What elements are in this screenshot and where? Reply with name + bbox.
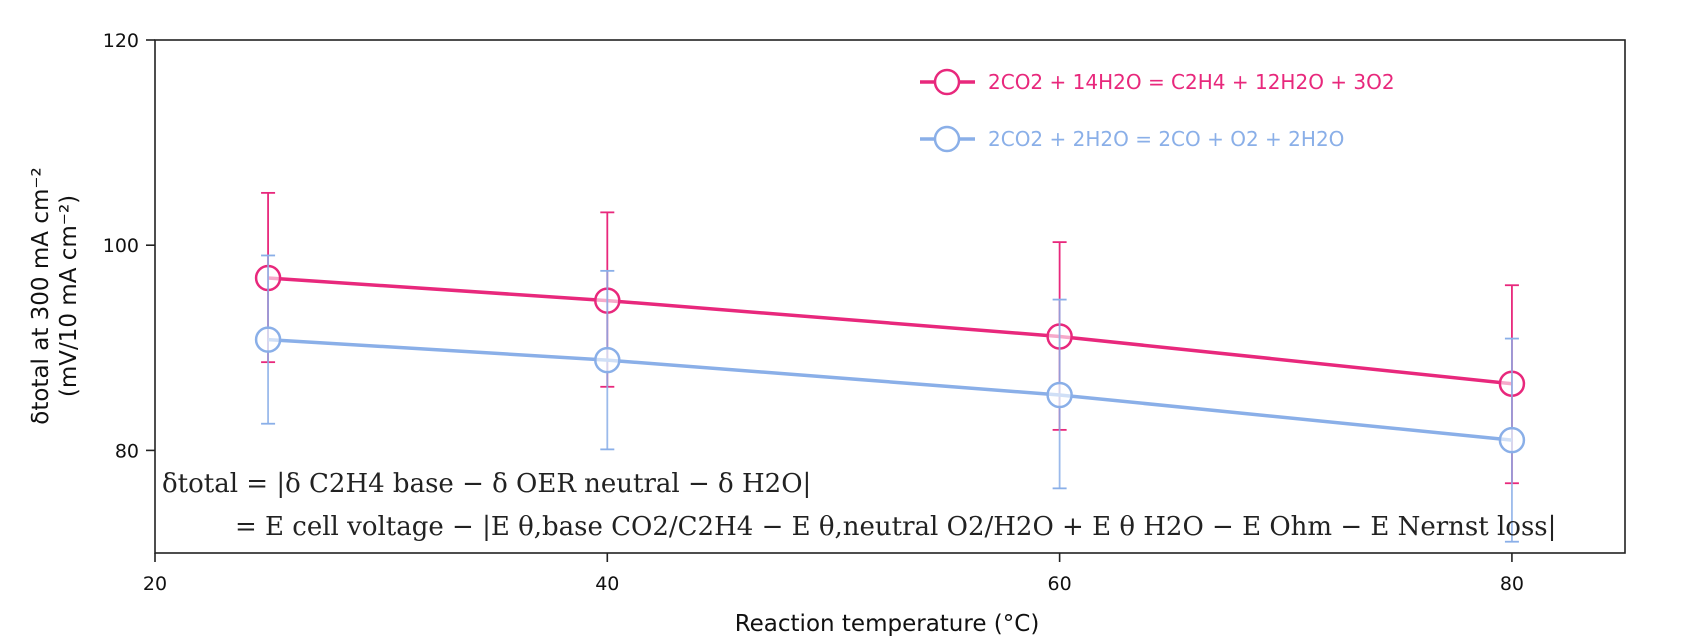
x-axis-ticks: 20 40 60 80 [143,553,1524,595]
plot-frame [154,39,1626,554]
equation-line2: = E cell voltage − |E θ,base CO2/C2H4 − … [235,512,1556,542]
series-c2h4 [254,191,1526,485]
series-layer [254,191,1526,543]
series-line [267,337,1513,442]
legend-swatch-co-marker [933,125,961,153]
data-point [1498,426,1526,454]
legend-label-co: 2CO2 + 2H2O = 2CO + O2 + 2H2O [988,127,1344,151]
x-tick-label: 40 [595,573,619,595]
legend: 2CO2 + 14H2O = C2H4 + 12H2O + 3O2 2CO2 +… [920,68,1395,153]
equation-line1: δtotal = |δ C2H4 base − δ OER neutral − … [162,469,811,499]
data-point [594,346,621,374]
legend-item-c2h4: 2CO2 + 14H2O = C2H4 + 12H2O + 3O2 [920,68,1395,96]
y-axis-title-line2: (mV/10 mA cm⁻²) [56,195,82,397]
series-line [267,276,1513,386]
legend-swatch-c2h4-marker [933,68,961,96]
x-tick-label: 80 [1500,573,1524,595]
x-tick-label: 20 [143,573,167,595]
y-tick-label: 120 [103,30,139,52]
data-point [1046,381,1073,409]
y-axis-title: δtotal at 300 mA cm⁻² (mV/10 mA cm⁻²) [28,167,82,424]
y-axis-title-line1: δtotal at 300 mA cm⁻² [28,167,54,424]
x-tick-label: 60 [1048,573,1072,595]
y-axis-ticks: 80 100 120 [103,30,155,462]
y-tick-label: 80 [115,440,139,462]
legend-label-c2h4: 2CO2 + 14H2O = C2H4 + 12H2O + 3O2 [988,70,1395,94]
equation-annotation: δtotal = |δ C2H4 base − δ OER neutral − … [162,469,1556,542]
data-point [254,326,282,353]
y-tick-label: 100 [103,235,139,257]
series-co [254,254,1526,543]
x-axis-title: Reaction temperature (°C) [735,611,1040,637]
legend-item-co: 2CO2 + 2H2O = 2CO + O2 + 2H2O [920,125,1344,153]
